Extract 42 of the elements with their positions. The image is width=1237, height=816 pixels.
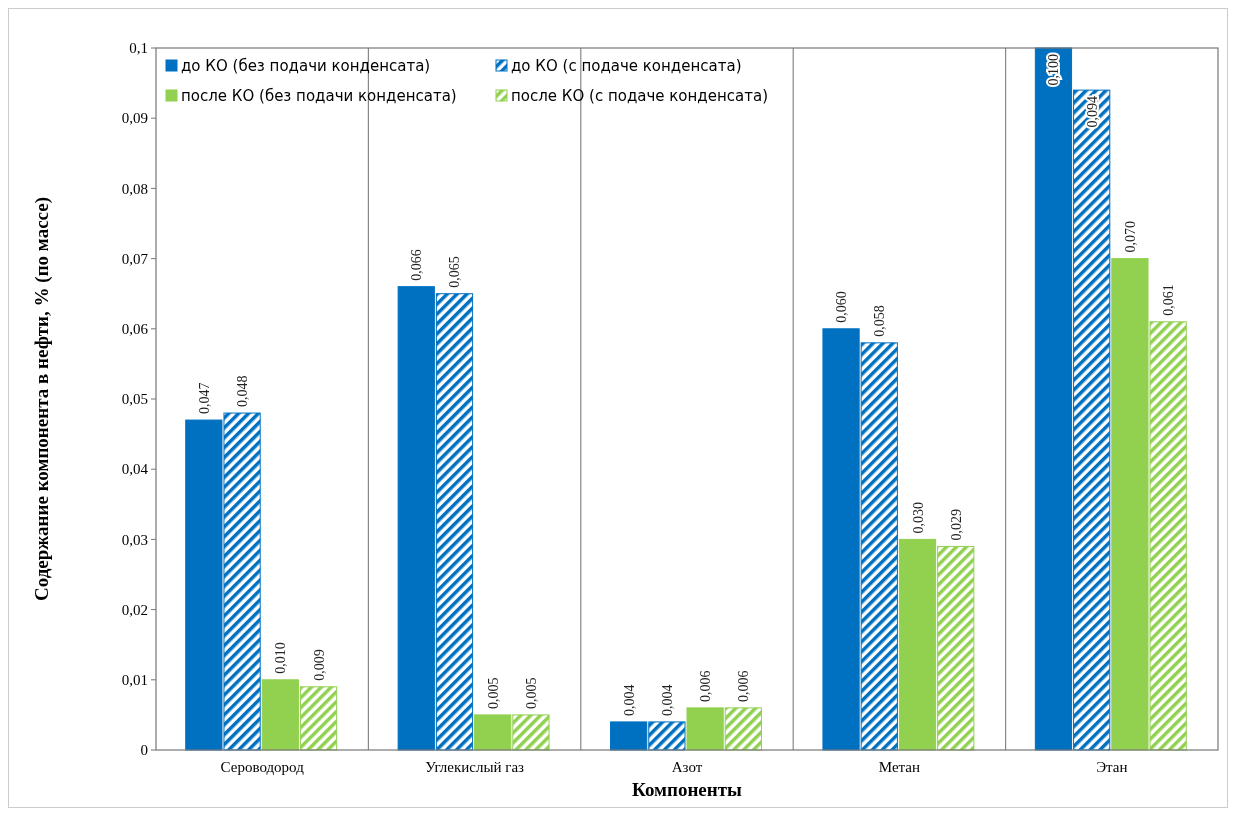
y-tick-label: 0,06 xyxy=(121,321,149,338)
data-label: 0,029 xyxy=(948,508,964,541)
data-label: 0,005 xyxy=(523,677,539,709)
data-label: 0,070 xyxy=(1122,221,1138,253)
y-tick-label: 0 xyxy=(140,742,148,759)
data-label: 0,030 xyxy=(910,501,926,534)
legend-label: после КО (без подачи конденсата) xyxy=(181,87,457,106)
data-label: 0,058 xyxy=(872,305,888,337)
y-axis-title: Содержание компонента в нефти, % (по массе) xyxy=(31,196,53,602)
y-tick-label: 0,05 xyxy=(121,391,148,408)
x-tick-label: Азот xyxy=(671,759,703,775)
y-tick-label: 0,07 xyxy=(121,250,149,267)
data-label: 0,004 xyxy=(659,684,675,716)
data-label: 0,005 xyxy=(485,677,501,709)
y-tick-label: 0,08 xyxy=(121,180,148,197)
data-label: 0,009 xyxy=(311,649,327,681)
y-tick-label: 0,02 xyxy=(121,601,148,618)
data-label: 0,066 xyxy=(409,249,425,281)
x-tick-label: Этан xyxy=(1096,759,1128,775)
data-label: 0,094 xyxy=(1084,96,1100,128)
legend-label: после КО (с подаче конденсата) xyxy=(511,87,768,106)
data-label: 0,004 xyxy=(621,684,637,716)
x-axis-title: Компоненты xyxy=(632,779,743,800)
data-label: 0,065 xyxy=(447,256,463,288)
data-label: 0,010 xyxy=(273,642,289,674)
data-label: 0,006 xyxy=(698,670,714,702)
data-label: 0,100 xyxy=(1046,54,1062,86)
x-tick-label: Сероводород xyxy=(220,759,305,775)
x-tick-label: Углекислый газ xyxy=(425,759,525,775)
x-tick-label: Метан xyxy=(878,759,921,775)
y-tick-label: 0,1 xyxy=(129,40,148,57)
data-label: 0,048 xyxy=(235,375,251,408)
data-label: 0,060 xyxy=(834,291,850,323)
data-label: 0,061 xyxy=(1161,284,1177,316)
y-tick-label: 0,09 xyxy=(121,110,148,127)
data-label: 0,006 xyxy=(736,670,752,702)
y-tick-label: 0,01 xyxy=(121,672,148,689)
legend-label: до КО (с подаче конденсата) xyxy=(511,57,742,76)
legend-label: до КО (без подачи конденсата) xyxy=(181,57,431,76)
data-label: 0,047 xyxy=(196,382,212,415)
y-tick-label: 0,04 xyxy=(121,461,149,478)
y-tick-label: 0,03 xyxy=(121,531,148,548)
